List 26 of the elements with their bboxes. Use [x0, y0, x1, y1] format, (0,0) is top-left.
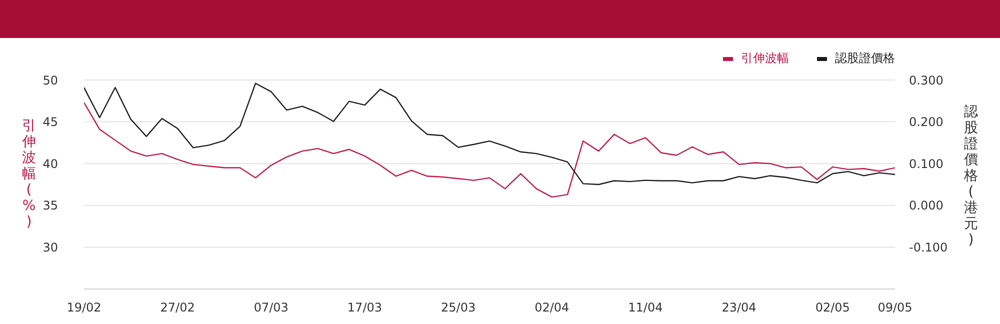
- x-tick-label: 09/05: [878, 300, 912, 315]
- x-tick-label: 25/03: [441, 300, 476, 315]
- text: 認股證價格(港元): [964, 104, 978, 248]
- legend-label: 認股證價格: [835, 50, 895, 67]
- y-tick-label: 35: [42, 198, 58, 213]
- y-tick-label: 40: [42, 156, 58, 171]
- y-axis-title: 引伸波幅(%): [21, 118, 37, 230]
- y-tick-label: 30: [42, 240, 58, 254]
- y-tick-label: 45: [42, 115, 58, 130]
- y-tick-label: 50: [42, 73, 58, 88]
- y2-tick-label: 0.000: [909, 198, 944, 213]
- y2-tick-label: 0.300: [909, 73, 944, 88]
- y2-tick-label: 0.200: [909, 115, 944, 130]
- x-tick-label: 27/02: [160, 300, 195, 315]
- x-tick-label: 17/03: [347, 300, 382, 315]
- y2-tick-label: -0.100: [909, 240, 948, 254]
- line-series: [84, 102, 895, 198]
- legend-label: 引伸波幅: [741, 50, 789, 67]
- x-tick-label: 19/02: [66, 300, 102, 315]
- x-tick-label: 23/04: [722, 300, 756, 315]
- x-tick-label: 11/04: [628, 300, 663, 315]
- y2-tick-label: 0.100: [909, 156, 944, 171]
- line-series: [84, 82, 895, 186]
- x-tick-label: 07/03: [254, 300, 288, 315]
- x-tick-label: 02/04: [534, 300, 570, 315]
- x-tick-label: 02/05: [815, 300, 850, 315]
